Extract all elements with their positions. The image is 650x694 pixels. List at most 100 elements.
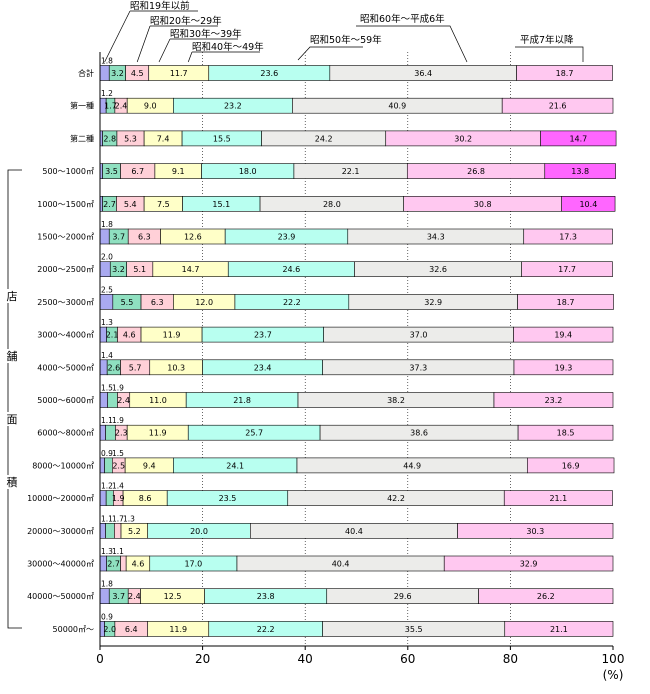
bar-segment	[544, 163, 616, 179]
bar-segment	[504, 621, 614, 637]
side-label-bg	[5, 289, 19, 303]
data-label: 6.4	[125, 625, 138, 634]
bar-segment	[517, 424, 614, 441]
x-tick-label: 100	[602, 652, 625, 666]
bar-segment	[521, 261, 613, 278]
data-label: 34.3	[427, 233, 445, 242]
data-label-above: 1.2	[101, 482, 113, 491]
series-annotation: 平成7年以降	[520, 34, 574, 46]
data-label: 2.1	[106, 331, 119, 340]
data-label-above: 1.5	[112, 449, 124, 458]
data-label-above: 1.3	[123, 514, 135, 523]
data-label: 26.2	[537, 592, 555, 601]
data-label: 22.2	[283, 298, 301, 307]
side-label-bg	[5, 475, 19, 489]
category-label: 6000～8000㎡	[37, 429, 94, 438]
data-label: 5.1	[133, 265, 146, 274]
data-label: 12.5	[164, 592, 182, 601]
x-tick-label: 40	[298, 652, 313, 666]
data-label: 1.9	[112, 494, 125, 503]
category-label: 2000～2500㎡	[37, 265, 94, 274]
data-label: 26.8	[467, 167, 485, 176]
category-label: 3000～4000㎡	[37, 331, 94, 340]
data-label: 44.9	[403, 461, 421, 470]
data-label: 21.6	[549, 102, 567, 111]
data-label: 21.1	[549, 494, 567, 503]
data-label: 25.7	[245, 429, 263, 438]
data-label: 21.8	[233, 396, 251, 405]
data-label-above: 1.1	[101, 416, 113, 425]
annotation-leader	[187, 51, 193, 63]
bar-segment	[527, 457, 615, 474]
annotation-leader	[515, 46, 584, 62]
data-label: 9.1	[172, 167, 185, 176]
bar-segment	[99, 294, 114, 310]
data-label-above: 1.4	[112, 482, 124, 491]
bar-segment	[561, 196, 616, 212]
data-label: 35.5	[405, 625, 423, 634]
data-label: 10.4	[579, 200, 597, 209]
side-label-char: 舗	[7, 349, 18, 363]
data-label: 37.0	[410, 331, 428, 340]
data-label: 11.9	[163, 331, 181, 340]
data-label-above: 1.5	[101, 384, 113, 393]
bar-segment	[107, 392, 118, 408]
bar-segment	[99, 424, 106, 441]
data-label: 18.7	[557, 298, 575, 307]
data-label-above: 1.1	[112, 547, 124, 556]
data-label: 29.6	[394, 592, 412, 601]
data-label: 30.8	[474, 200, 492, 209]
data-label: 21.1	[550, 625, 568, 634]
data-label-above: 1.3	[101, 547, 113, 556]
x-axis-unit: (%)	[603, 668, 624, 682]
data-label: 24.2	[315, 134, 333, 143]
data-label: 32.6	[429, 265, 447, 274]
category-label: 2500～3000㎡	[37, 298, 94, 307]
side-label-bg	[5, 412, 19, 426]
data-label: 11.9	[149, 429, 167, 438]
data-label: 23.7	[254, 331, 272, 340]
data-label: 24.6	[282, 265, 300, 274]
data-label: 24.1	[226, 461, 244, 470]
data-label: 3.2	[111, 69, 124, 78]
data-label: 40.4	[345, 527, 363, 536]
data-label: 2.0	[103, 625, 116, 634]
data-label-above: 2.0	[101, 253, 113, 262]
data-label: 2.5	[112, 461, 125, 470]
category-label: 合計	[78, 68, 94, 78]
category-label: 50000㎡～	[53, 625, 94, 634]
data-label: 12.6	[184, 233, 202, 242]
data-label: 5.3	[124, 134, 137, 143]
series-annotation: 昭和20年～29年	[150, 15, 222, 27]
data-label: 23.6	[260, 69, 278, 78]
data-label: 6.3	[138, 233, 151, 242]
data-label-above: 1.4	[101, 351, 113, 360]
bar-segment	[99, 490, 107, 506]
data-label: 2.4	[115, 102, 128, 111]
side-label-bg	[5, 349, 19, 363]
data-label: 38.6	[410, 429, 428, 438]
bar-segment	[114, 522, 122, 539]
data-label: 5.7	[129, 363, 142, 372]
data-label: 6.7	[131, 167, 144, 176]
x-tick-label: 0	[96, 652, 104, 666]
data-label: 4.6	[123, 331, 136, 340]
bar-segment	[99, 457, 105, 474]
data-label: 32.9	[520, 560, 538, 569]
data-label: 9.4	[143, 461, 156, 470]
data-label: 38.2	[387, 396, 405, 405]
data-label: 5.5	[121, 298, 134, 307]
data-label: 32.9	[424, 298, 442, 307]
data-label: 23.5	[219, 494, 237, 503]
data-label: 14.7	[569, 134, 587, 143]
series-annotation: 昭和60年～平成6年	[360, 13, 445, 25]
annotation-leader	[158, 38, 171, 63]
category-label: 1000～1500㎡	[37, 200, 94, 209]
bar-segment	[540, 130, 617, 147]
data-label: 2.7	[107, 560, 120, 569]
bar-segment	[501, 97, 614, 114]
category-label: 20000～30000㎡	[27, 527, 94, 536]
data-label: 23.2	[545, 396, 563, 405]
data-label: 22.1	[342, 167, 360, 176]
